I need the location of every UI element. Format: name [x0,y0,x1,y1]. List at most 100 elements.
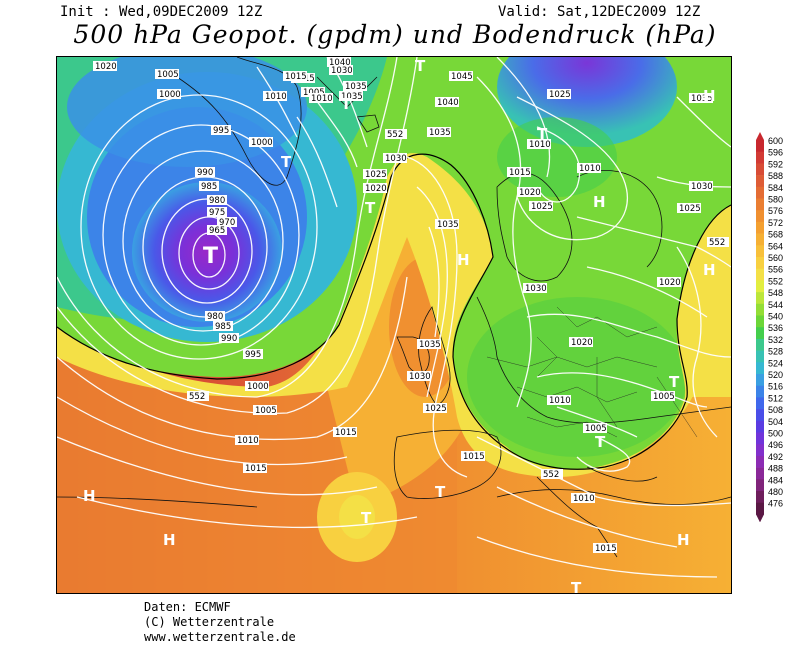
isobar-label: 990 [197,168,213,178]
isobar-label: 1005 [255,406,277,416]
legend-swatch [756,175,764,188]
low-center: T [571,579,582,593]
high-center: H [593,193,606,211]
legend-label: 516 [768,382,783,392]
isobar-label: 1015 [245,464,267,474]
low-center: T [415,57,426,75]
low-center: T [669,373,680,391]
legend-swatch [756,210,764,223]
isobar-label: 1005 [157,70,179,80]
isobar-label: 1030 [691,182,713,192]
legend-swatch [756,502,764,515]
legend-label: 544 [768,300,783,310]
high-center: H [677,531,690,549]
legend-swatch [756,362,764,375]
legend-swatch [756,315,764,328]
low-center: T [537,125,548,143]
legend-swatch [756,479,764,492]
isobar-label: 1035 [345,82,367,92]
isobar-label: 1010 [579,164,601,174]
isobar-label: 995 [245,350,261,360]
legend-swatch [756,444,764,457]
legend-swatch [756,350,764,363]
low-center: T [203,244,218,269]
isobar-label: 1005 [653,392,675,402]
legend-label: 548 [768,288,783,298]
isobar-label: 1015 [463,452,485,462]
isobar-label: 1030 [385,154,407,164]
isobar-label: 1030 [409,372,431,382]
isobar-label: 1000 [159,90,181,100]
europe-green [467,297,687,457]
legend-label: 488 [768,464,783,474]
low-center: T [365,199,376,217]
isobar-label: 1000 [247,382,269,392]
isobar-label: 552 [189,392,205,402]
legend-label: 520 [768,370,783,380]
legend-swatch [756,151,764,164]
legend-label: 600 [768,136,783,146]
isobar-label: 1015 [595,544,617,554]
low-core [132,182,282,322]
legend-top-arrow [756,132,764,140]
legend-label: 496 [768,440,783,450]
isobar-label: 1045 [451,72,473,82]
isobar-label: 1010 [311,94,333,104]
isobar-labels: 1020 1005 1000 995 990 985 980 975 970 9… [93,57,729,554]
legend-label: 536 [768,323,783,333]
legend-bars [756,132,764,522]
isobar-label: 985 [215,322,231,332]
credits: Daten: ECMWF (C) Wetterzentrale www.wett… [144,600,296,645]
isobar-label: 552 [543,470,559,480]
isobar-label: 1020 [519,188,541,198]
legend-label: 568 [768,230,783,240]
legend-swatch [756,245,764,258]
legend-label: 556 [768,265,783,275]
credit-url[interactable]: www.wetterzentrale.de [144,630,296,644]
isobar-label: 1035 [437,220,459,230]
legend-label: 596 [768,148,783,158]
legend-label: 576 [768,206,783,216]
isobar-label: 1035 [341,92,363,102]
isobar-label: 1025 [531,202,553,212]
isobar-label: 1025 [549,90,571,100]
legend-label: 584 [768,183,783,193]
isobar-label: 1025 [425,404,447,414]
weather-map: 1020 1005 1000 995 990 985 980 975 970 9… [56,56,732,594]
isobar-label: 980 [209,196,225,206]
legend-label: 500 [768,429,783,439]
isobar-label: 1000 [251,138,273,148]
isobar-label: 1040 [437,98,459,108]
legend-swatch [756,198,764,211]
isobar-label: 975 [209,208,225,218]
legend-swatch [756,221,764,234]
legend-bottom-arrow [756,514,764,522]
legend-label: 524 [768,358,783,368]
isobar-label: 990 [221,334,237,344]
legend-label: 560 [768,253,783,263]
legend-swatch [756,409,764,422]
isobar-label: 1015 [285,72,307,82]
pressure-centers: T T T T T T T T T T H H H H H H H T [83,57,716,593]
high-center: H [83,487,96,505]
isobar-label: 980 [207,312,223,322]
legend-swatch [756,140,764,152]
isobar-label: 1015 [509,168,531,178]
color-legend: 6005965925885845805765725685645605565525… [756,132,783,522]
legend-label: 508 [768,405,783,415]
legend-swatch [756,491,764,503]
legend-swatch [756,268,764,281]
isobar-label: 1035 [429,128,451,138]
legend-swatch [756,233,764,246]
legend-label: 528 [768,347,783,357]
low-center: T [341,95,352,113]
legend-swatch [756,467,764,480]
legend-label: 484 [768,475,783,485]
contour-552 [57,153,731,470]
valid-time: Valid: Sat,12DEC2009 12Z [498,4,701,20]
legend-label: 564 [768,241,783,251]
isobar-label: 995 [213,126,229,136]
legend-label: 480 [768,487,783,497]
legend-swatch [756,420,764,433]
iberia-core [339,495,375,539]
